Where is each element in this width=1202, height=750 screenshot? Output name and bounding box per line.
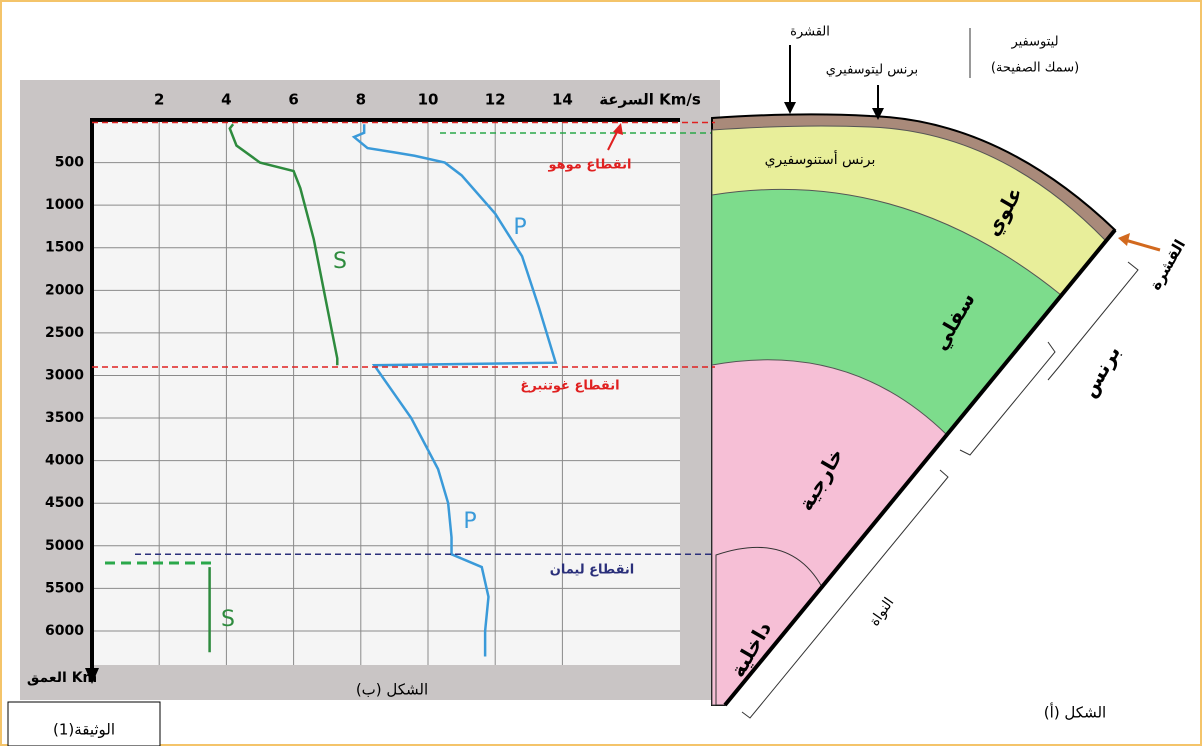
bracket (1047, 261, 1139, 381)
diagram-caption: الشكل (أ) (1044, 703, 1106, 722)
y-tick-label: 2500 (45, 325, 84, 341)
arrow (1124, 238, 1161, 252)
x-tick-label: 6 (288, 91, 298, 109)
bracket (959, 341, 1056, 456)
edge (723, 228, 1117, 707)
y-tick-label: 6000 (45, 623, 84, 639)
plot (92, 120, 680, 665)
y-tick-label: 3000 (45, 367, 84, 383)
label: ليتوسفير (1010, 35, 1058, 50)
y-tick-label: 4000 (45, 453, 84, 469)
series-line (351, 124, 558, 657)
y-tick-label: 5500 (45, 580, 84, 596)
discontinuity-label: انقطاع غوتنبرغ (520, 379, 619, 394)
x-tick-label: 12 (485, 91, 506, 109)
x-tick-label: 2 (154, 91, 164, 109)
series-line (228, 123, 339, 366)
chart-caption: الشكل (ب) (356, 681, 428, 699)
y-tick-label: 3500 (45, 410, 84, 426)
arrow-head (872, 108, 884, 120)
arrow-head (613, 123, 623, 135)
series-label: S (333, 249, 347, 274)
y-tick-label: 5000 (45, 538, 84, 554)
x-axis-label: السرعة Km/s (599, 91, 701, 109)
label: برنس ليتوسفيري (826, 63, 918, 78)
y-tick-label: 500 (55, 155, 84, 171)
x-tick-label: 4 (221, 91, 231, 109)
arrow (607, 129, 619, 151)
discontinuity-label: انقطاع ليمان (550, 563, 635, 578)
label: (سمك الصفيحة) (991, 61, 1079, 76)
y-tick-label: 1500 (45, 240, 84, 256)
bracket (741, 469, 949, 719)
document-label: الوثيقة(1) (53, 721, 115, 739)
x-tick-label: 14 (552, 91, 573, 109)
series-label: S (221, 607, 235, 632)
label: برنس أستنوسفيري (765, 150, 876, 168)
plot-area (92, 120, 680, 665)
series-label: P (513, 215, 526, 240)
label: القشرة (790, 25, 830, 40)
y-tick-label: 1000 (45, 197, 84, 213)
discontinuity-label: انقطاع موهو (547, 158, 631, 173)
x-tick-label: 10 (418, 91, 439, 109)
arrow-head (784, 102, 796, 114)
y-axis-label: العمق Km (27, 670, 97, 686)
y-tick-label: 4500 (45, 495, 84, 511)
earth-diagram: القشرة برنس ليتوسفيري ليتوسفير (سمك الصف… (711, 25, 1189, 722)
axis-arrow (85, 668, 99, 684)
series-label: P (463, 509, 476, 534)
arrow-head (1118, 233, 1130, 246)
x-tick-label: 8 (356, 91, 366, 109)
y-tick-label: 2000 (45, 282, 84, 298)
